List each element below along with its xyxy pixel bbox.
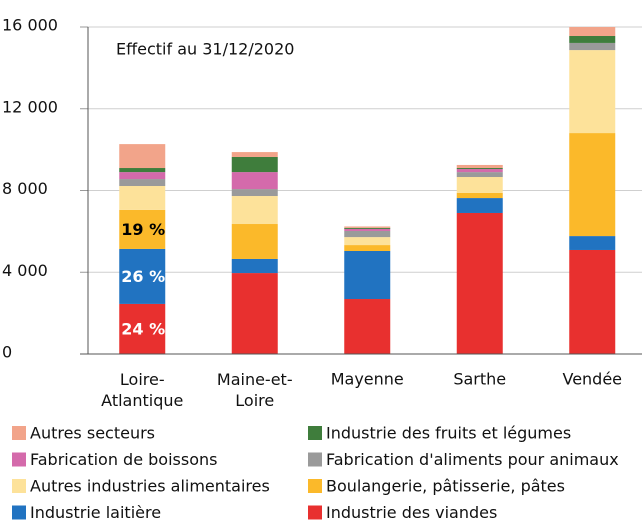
bar-segment <box>456 172 503 178</box>
bar-segment <box>344 245 391 251</box>
legend-swatch <box>308 426 322 440</box>
bar-segment <box>456 177 503 193</box>
legend-label: Boulangerie, pâtisserie, pâtes <box>326 477 565 496</box>
x-tick-label: Mayenne <box>331 370 404 389</box>
bar-segment <box>119 179 166 187</box>
x-tick-label: Sarthe <box>453 370 506 389</box>
bar-segment <box>119 144 166 169</box>
bar-segment <box>569 249 616 354</box>
bar-segment <box>456 164 503 169</box>
legend-swatch <box>12 479 26 493</box>
legend-label: Fabrication d'aliments pour animaux <box>326 450 619 469</box>
legend-label: Industrie des viandes <box>326 503 497 522</box>
bar-segment <box>344 226 391 228</box>
legend-label: Autres secteurs <box>30 424 155 443</box>
bar-segment <box>231 152 278 157</box>
segment-label: 26 % <box>121 267 165 286</box>
bar-segment <box>119 248 166 304</box>
bar-segment <box>119 209 166 249</box>
bar-segment <box>231 189 278 197</box>
bar-segment <box>569 35 616 43</box>
x-tick-label: Vendée <box>562 370 622 389</box>
legend-label: Fabrication de boissons <box>30 450 217 469</box>
y-tick-label: 16 000 <box>2 16 58 35</box>
bar-segment <box>231 224 278 259</box>
bar-segment <box>569 133 616 237</box>
bar-segment <box>119 168 166 173</box>
y-tick-label: 12 000 <box>2 97 58 116</box>
bar-segment <box>231 156 278 173</box>
y-tick-label: 0 <box>2 343 12 362</box>
y-tick-label: 8 000 <box>2 179 48 198</box>
bar-segment <box>344 237 391 246</box>
bar-segment <box>344 228 391 231</box>
segment-label: 24 % <box>121 319 165 338</box>
bar-segment <box>569 27 616 36</box>
bar-segment <box>456 212 503 354</box>
bar-segment <box>344 230 391 238</box>
bar-segment <box>569 236 616 250</box>
bar-segment <box>231 258 278 274</box>
legend-swatch <box>308 452 322 467</box>
legend-swatch <box>308 505 322 520</box>
x-tick-label: Loire-Atlantique <box>101 370 183 410</box>
legend-swatch <box>12 452 26 467</box>
bar-segment <box>456 192 503 199</box>
legend-swatch <box>12 505 26 520</box>
bar-segment <box>119 303 166 354</box>
bar-segment <box>456 168 503 170</box>
bar-segment <box>569 42 616 51</box>
bar-segment <box>569 50 616 134</box>
chart-annotation: Effectif au 31/12/2020 <box>116 40 294 59</box>
x-tick-label: Maine-et-Loire <box>217 370 293 410</box>
bar-segment <box>344 299 391 354</box>
legend-swatch <box>308 479 322 493</box>
bar-segment <box>231 172 278 190</box>
legend-swatch <box>12 426 26 440</box>
legend-label: Industrie des fruits et légumes <box>326 424 571 443</box>
bar-segment <box>119 186 166 210</box>
bar-segment <box>456 169 503 173</box>
bar-segment <box>119 172 166 180</box>
bar-segment <box>344 250 391 300</box>
legend-label: Autres industries alimentaires <box>30 477 270 496</box>
bar-segment <box>456 198 503 213</box>
bar-segment <box>231 196 278 225</box>
segment-label: 19 % <box>121 220 165 239</box>
bar-segment <box>231 273 278 354</box>
legend-label: Industrie laitière <box>30 503 161 522</box>
bar-segment <box>344 227 391 229</box>
y-tick-label: 4 000 <box>2 261 48 280</box>
